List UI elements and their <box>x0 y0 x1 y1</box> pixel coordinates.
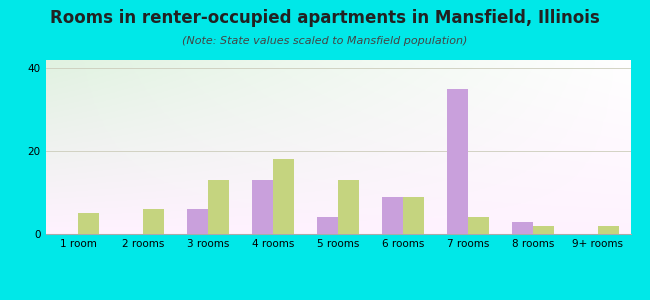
Bar <box>382 197 403 234</box>
Bar <box>78 213 99 234</box>
Bar <box>208 180 229 234</box>
Bar <box>317 218 338 234</box>
Text: Rooms in renter-occupied apartments in Mansfield, Illinois: Rooms in renter-occupied apartments in M… <box>50 9 600 27</box>
Bar <box>533 226 554 234</box>
Bar <box>273 159 294 234</box>
Bar <box>187 209 208 234</box>
Bar <box>338 180 359 234</box>
Bar <box>403 197 424 234</box>
Bar <box>468 218 489 234</box>
Text: (Note: State values scaled to Mansfield population): (Note: State values scaled to Mansfield … <box>182 36 468 46</box>
Bar <box>598 226 619 234</box>
Bar <box>252 180 273 234</box>
Bar <box>143 209 164 234</box>
Bar <box>512 222 533 234</box>
Bar <box>447 89 468 234</box>
